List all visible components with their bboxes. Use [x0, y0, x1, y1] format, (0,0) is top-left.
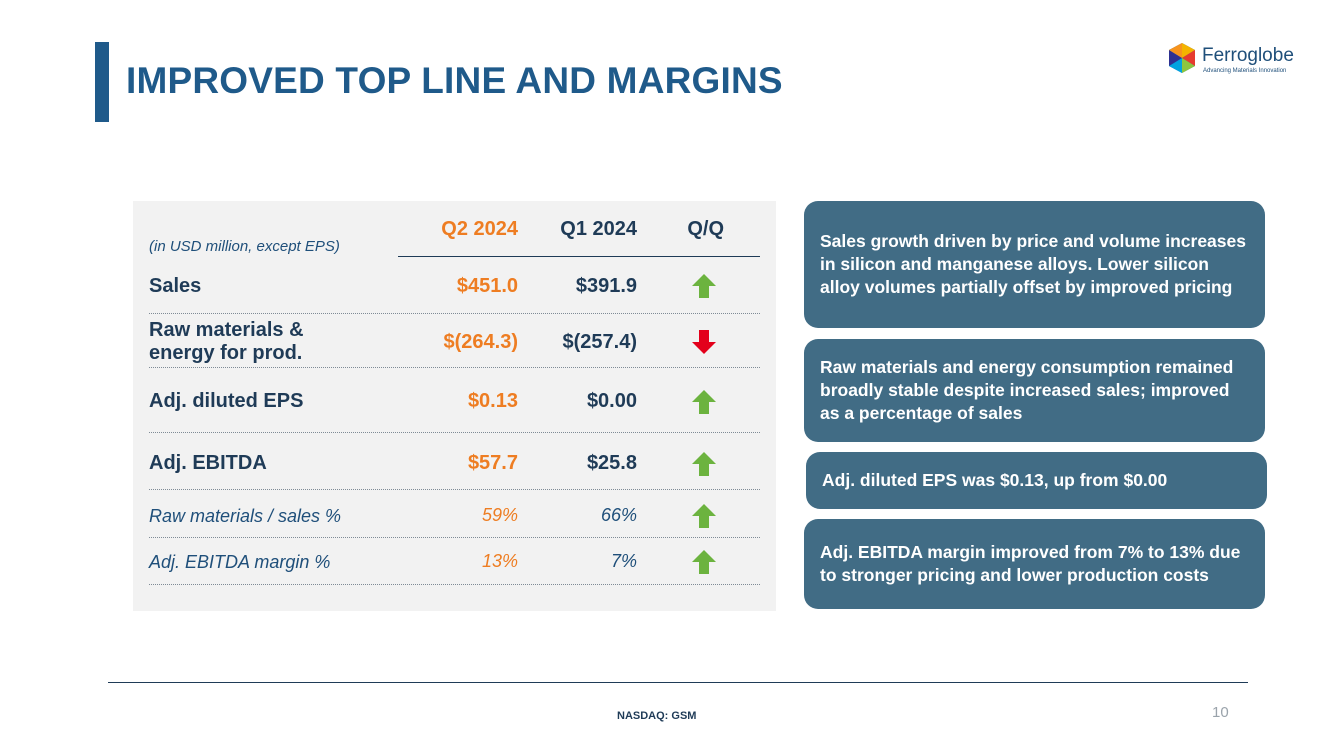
row-divider: [149, 489, 760, 490]
up-arrow-icon: [692, 504, 716, 528]
row-label-adj-ebitda: Adj. EBITDA: [149, 452, 267, 474]
footer-ticker: NASDAQ: GSM: [617, 710, 697, 722]
up-arrow-icon: [692, 550, 716, 574]
callout-ebitda-margin: Adj. EBITDA margin improved from 7% to 1…: [804, 519, 1265, 609]
callout-sales: Sales growth driven by price and volume …: [804, 201, 1265, 328]
row-label-sales: Sales: [149, 275, 202, 297]
ebitda-margin-q2-value: 13%: [481, 551, 518, 571]
column-header-qq: Q/Q: [687, 218, 724, 240]
header-divider: [398, 256, 760, 257]
down-arrow-icon: [692, 330, 716, 354]
logo-wordmark: Ferroglobe: [1202, 45, 1294, 66]
row-divider: [149, 584, 760, 585]
row-label-raw-materials: Raw materials & energy for prod.: [149, 319, 304, 364]
financial-table-panel: [133, 201, 776, 611]
raw-materials-q1-value: $(257.4): [562, 331, 638, 353]
company-logo: Ferroglobe Advancing Materials Innovatio…: [1166, 42, 1316, 78]
row-divider: [149, 537, 760, 538]
ferroglobe-logo-icon: [1169, 43, 1195, 73]
raw-materials-pct-q2-value: 59%: [481, 505, 518, 525]
title-accent-bar: [95, 42, 109, 122]
eps-q1-value: $0.00: [586, 390, 637, 412]
row-divider: [149, 367, 760, 368]
logo-tagline: Advancing Materials Innovation: [1203, 68, 1287, 74]
callout-eps: Adj. diluted EPS was $0.13, up from $0.0…: [806, 452, 1267, 509]
callout-raw-materials: Raw materials and energy consumption rem…: [804, 339, 1265, 442]
row-label-raw-materials-pct: Raw materials / sales %: [149, 506, 342, 526]
ebitda-q2-value: $57.7: [467, 452, 518, 474]
row-divider: [149, 432, 760, 433]
up-arrow-icon: [692, 390, 716, 414]
raw-materials-q2-value: $(264.3): [443, 331, 519, 353]
row-divider: [149, 313, 760, 314]
units-note: (in USD million, except EPS): [149, 238, 340, 255]
eps-q2-value: $0.13: [467, 390, 518, 412]
row-label-adj-diluted-eps: Adj. diluted EPS: [149, 390, 304, 412]
page-title: IMPROVED TOP LINE AND MARGINS: [126, 60, 783, 101]
sales-q2-value: $451.0: [456, 275, 518, 297]
page-number: 10: [1212, 704, 1229, 721]
row-label-ebitda-margin: Adj. EBITDA margin %: [149, 552, 331, 572]
raw-materials-pct-q1-value: 66%: [600, 505, 637, 525]
up-arrow-icon: [692, 274, 716, 298]
ebitda-q1-value: $25.8: [586, 452, 637, 474]
column-header-q1: Q1 2024: [560, 218, 637, 240]
footer-divider: [108, 682, 1248, 683]
up-arrow-icon: [692, 452, 716, 476]
ebitda-margin-q1-value: 7%: [610, 551, 637, 571]
column-header-q2: Q2 2024: [441, 218, 518, 240]
sales-q1-value: $391.9: [575, 275, 637, 297]
